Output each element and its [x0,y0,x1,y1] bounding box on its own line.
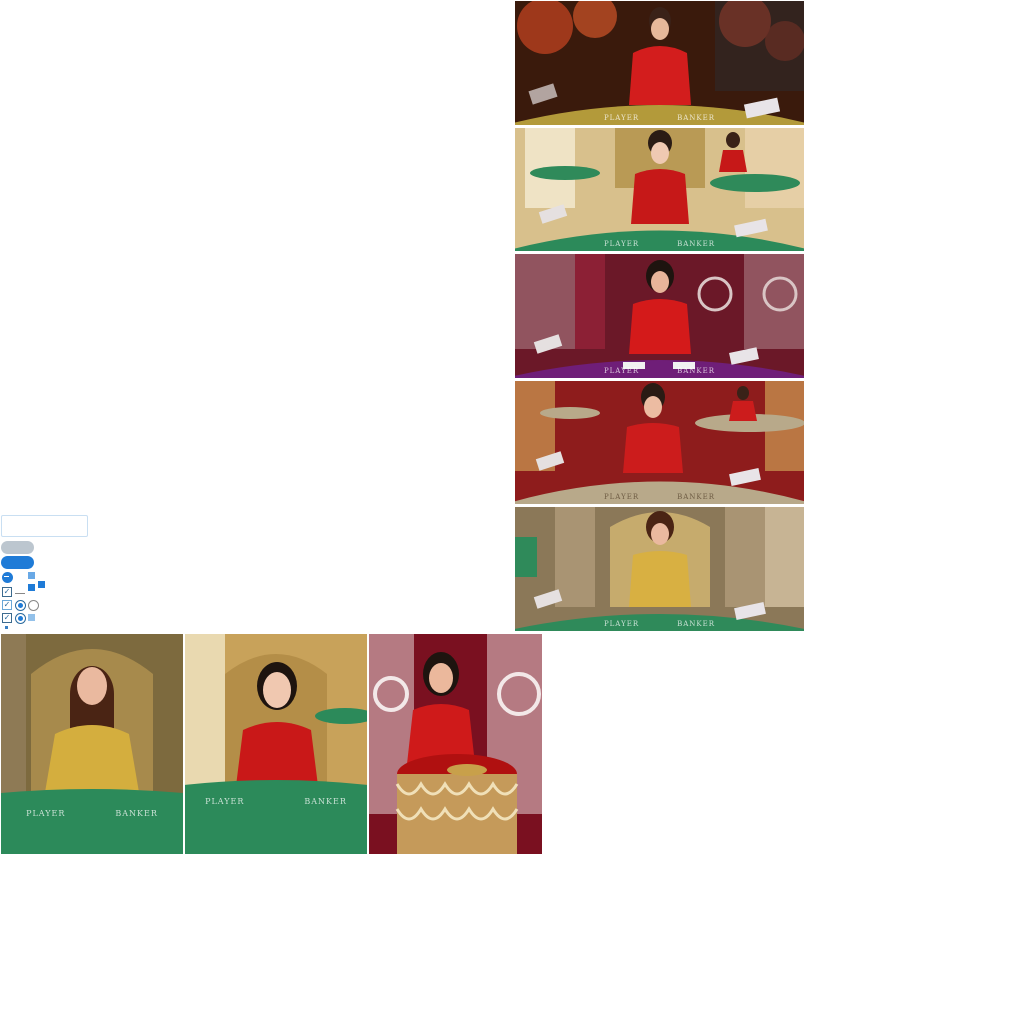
player-label: PLAYER [603,367,640,375]
checkbox[interactable]: ✓ [2,613,12,623]
player-label: PLAYER [26,809,66,818]
player-label: PLAYER [603,114,640,122]
dealer-tile-3[interactable]: PLAYER BANKER [515,254,804,378]
dealer-image [515,507,804,631]
square-icon [28,614,35,621]
banker-label: BANKER [677,493,716,501]
dealer-image [515,254,804,378]
radio-button-selected[interactable] [15,600,26,611]
disabled-button [1,541,34,554]
radio-button-selected[interactable] [15,613,26,624]
dealer-tile-5[interactable]: PLAYER BANKER [515,507,804,631]
checkbox[interactable]: ✓ [2,587,12,597]
text-input[interactable] [1,515,88,537]
dealer-image [185,634,367,854]
banker-label: BANKER [115,809,158,818]
primary-button[interactable] [1,556,34,569]
dealer-tile-2[interactable]: PLAYER BANKER [515,128,804,251]
player-label: PLAYER [603,620,640,628]
dealer-image [1,634,183,854]
dot-icon [5,626,8,629]
dealer-image [369,634,542,854]
dealer-tile-1[interactable]: PLAYER BANKER [515,1,804,125]
radio-button[interactable] [28,600,39,611]
dealer-tile-bottom-3[interactable] [369,634,542,854]
dealer-tile-4[interactable]: PLAYER BANKER [515,381,804,504]
dealer-tile-bottom-2[interactable]: PLAYER BANKER [185,634,367,854]
square-icon [38,581,45,588]
minus-circle-icon[interactable] [2,572,13,583]
banker-label: BANKER [677,240,716,248]
dealer-image [515,1,804,125]
banker-label: BANKER [677,367,716,375]
divider [15,593,25,594]
player-label: PLAYER [603,493,640,501]
dealer-image [515,128,804,251]
banker-label: BANKER [677,114,716,122]
square-icon [28,572,35,579]
player-label: PLAYER [205,797,245,806]
banker-label: BANKER [677,620,716,628]
square-icon [28,584,35,591]
checkbox[interactable]: ✓ [2,600,12,610]
player-label: PLAYER [603,240,640,248]
dealer-image [515,381,804,504]
banker-label: BANKER [304,797,347,806]
dealer-tile-bottom-1[interactable]: PLAYER BANKER [1,634,183,854]
